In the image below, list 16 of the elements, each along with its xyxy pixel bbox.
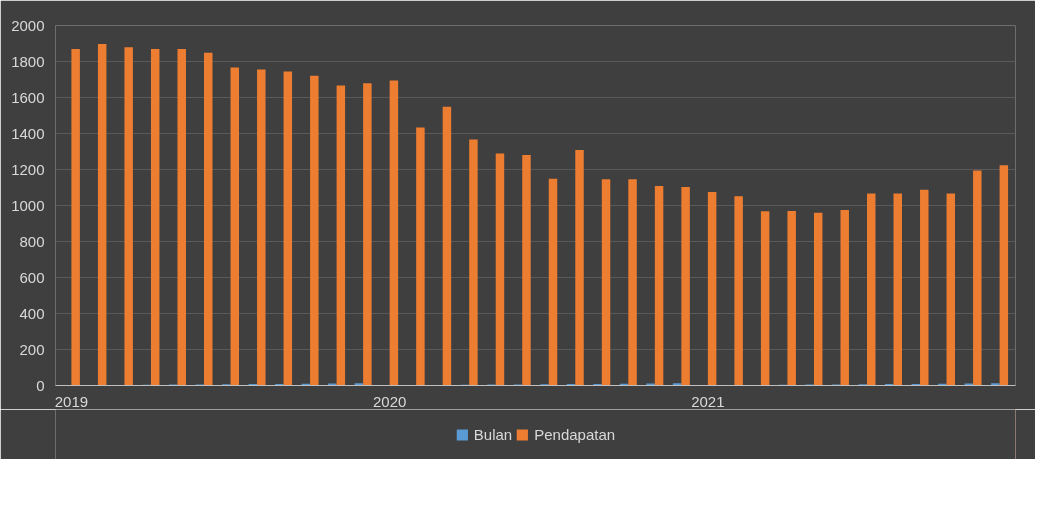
- x-tick-label: 2020: [372, 392, 407, 410]
- y-tick-label: 1800: [11, 52, 45, 70]
- y-tick-label: 0: [36, 376, 45, 394]
- y-tick-label: 1600: [11, 88, 45, 106]
- x-tick-label: 2019: [54, 392, 89, 410]
- legend-label: Pendapatan: [534, 425, 616, 443]
- y-tick-label: 1400: [11, 124, 45, 142]
- y-tick-label: 2000: [11, 16, 45, 34]
- y-tick-label: 400: [19, 304, 45, 322]
- y-tick-label: 600: [19, 268, 45, 286]
- y-tick-label: 1200: [11, 160, 45, 178]
- legend-label: Bulan: [473, 425, 513, 443]
- y-tick-label: 200: [19, 340, 45, 358]
- y-tick-label: 800: [19, 232, 45, 250]
- x-tick-label: 2021: [691, 392, 725, 410]
- y-tick-label: 1000: [11, 196, 45, 214]
